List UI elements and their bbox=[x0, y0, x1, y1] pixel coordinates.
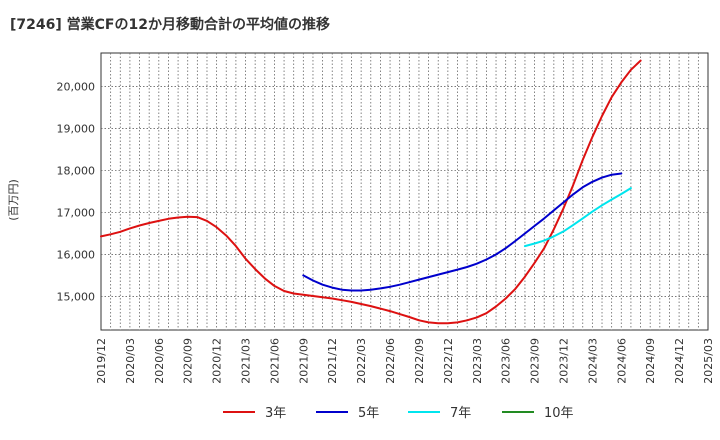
x-tick-label: 2020/03 bbox=[124, 338, 137, 384]
x-tick-label: 2020/06 bbox=[153, 338, 166, 384]
y-tick-label: 17,000 bbox=[57, 206, 96, 219]
y-tick-label: 19,000 bbox=[57, 123, 96, 136]
x-tick-label: 2024/06 bbox=[615, 338, 628, 384]
x-tick-label: 2021/03 bbox=[240, 338, 253, 384]
x-tick-label: 2020/12 bbox=[211, 338, 224, 384]
legend: 3年 5年 7年 10年 bbox=[223, 406, 574, 421]
x-tick-label: 2023/06 bbox=[500, 338, 513, 384]
x-tick-label: 2022/09 bbox=[413, 338, 426, 384]
legend-label: 7年 bbox=[450, 406, 471, 421]
series-line bbox=[100, 59, 642, 325]
legend-label: 5年 bbox=[358, 406, 379, 421]
x-tick-label: 2022/03 bbox=[355, 338, 368, 384]
plot-frame bbox=[100, 52, 709, 331]
x-tick-label: 2021/12 bbox=[326, 338, 339, 384]
y-tick-label: 18,000 bbox=[57, 165, 96, 178]
x-tick-label: 2023/09 bbox=[529, 338, 542, 384]
legend-label: 10年 bbox=[544, 406, 574, 421]
x-axis: 2019/12 2020/03 2020/06 2020/09 2020/12 2021/… bbox=[95, 338, 715, 384]
x-tick-label: 2021/09 bbox=[297, 338, 310, 384]
y-tick-label: 16,000 bbox=[57, 248, 96, 261]
x-tick-label: 2020/09 bbox=[182, 338, 195, 384]
x-tick-label: 2023/03 bbox=[471, 338, 484, 384]
legend-label: 3年 bbox=[265, 406, 286, 421]
series-line bbox=[302, 172, 623, 292]
series-line bbox=[523, 187, 632, 248]
x-tick-label: 2024/12 bbox=[673, 338, 686, 384]
x-tick-label: 2023/12 bbox=[557, 338, 570, 384]
y-axis-label: (百万円) bbox=[7, 179, 20, 221]
grid bbox=[101, 53, 708, 330]
x-tick-label: 2025/03 bbox=[702, 338, 715, 384]
x-tick-label: 2019/12 bbox=[95, 338, 108, 384]
x-tick-label: 2022/12 bbox=[442, 338, 455, 384]
x-tick-label: 2024/09 bbox=[644, 338, 657, 384]
x-tick-label: 2022/06 bbox=[384, 338, 397, 384]
y-tick-label: 15,000 bbox=[57, 290, 96, 303]
y-axis: 15,000 16,000 17,000 18,000 19,000 20,000 bbox=[57, 81, 96, 304]
y-tick-label: 20,000 bbox=[57, 81, 96, 94]
chart-title: [7246] 営業CFの12か月移動合計の平均値の推移 bbox=[10, 17, 330, 33]
series-lines bbox=[100, 59, 642, 325]
x-tick-label: 2021/06 bbox=[268, 338, 281, 384]
x-tick-label: 2024/03 bbox=[586, 338, 599, 384]
